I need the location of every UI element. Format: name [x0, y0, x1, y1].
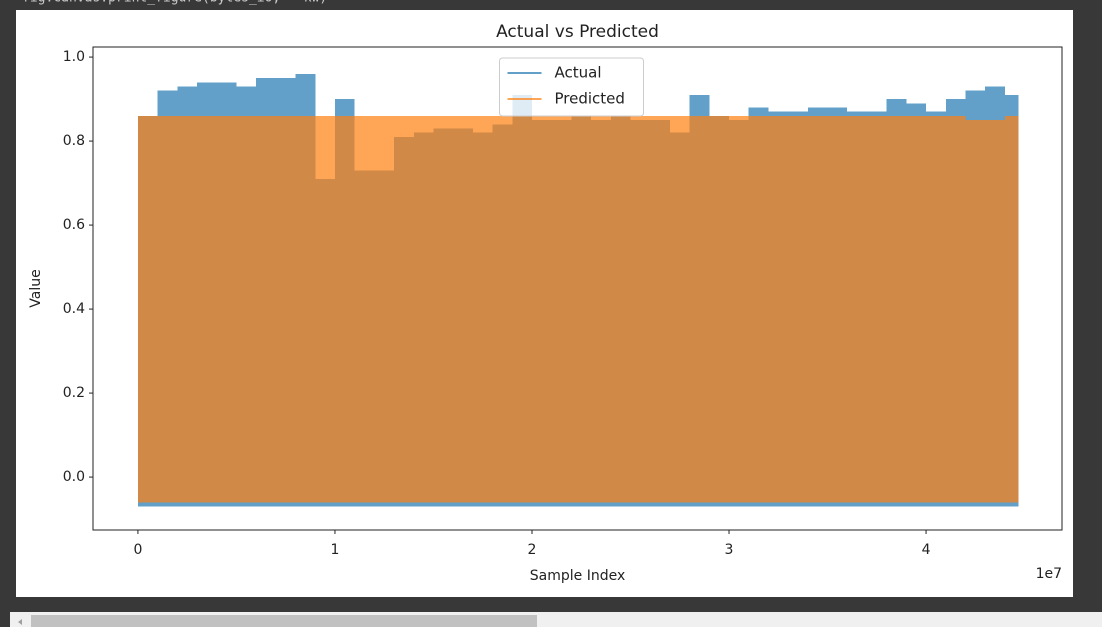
band-segment [807, 115, 828, 503]
band-segment [630, 115, 651, 503]
y-tick-label: 0.8 [63, 133, 85, 149]
x-tick-label: 4 [922, 542, 931, 558]
legend-label: Predicted [555, 90, 625, 108]
y-tick-label: 1.0 [63, 49, 85, 65]
x-tick-label: 2 [528, 542, 537, 558]
band-segment [847, 115, 867, 503]
band-segment [433, 115, 454, 503]
plot: 0.0 0.2 0.4 0.6 0.8 1.0 0 1 2 3 4 Actual vs Predict… [28, 22, 1063, 584]
band-segment [827, 115, 848, 503]
band-segment [965, 120, 986, 503]
band-segment [689, 115, 710, 503]
band-segment [334, 115, 355, 503]
band-segment [571, 115, 592, 503]
y-tick-label: 0.0 [63, 469, 85, 485]
band-segment [768, 115, 789, 503]
band-segment [236, 115, 257, 503]
band-segment [472, 115, 493, 503]
band-segment [1004, 115, 1019, 503]
band-segment [591, 115, 611, 503]
band-segment [866, 115, 887, 503]
x-offset-label: 1e7 [1036, 566, 1062, 582]
band-segment [394, 115, 414, 503]
band-segment [492, 115, 513, 503]
chart-title: Actual vs Predicted [496, 22, 659, 42]
band-segment [453, 115, 473, 503]
band-segment [709, 115, 730, 503]
band-segment [886, 115, 907, 503]
band-segment [531, 115, 552, 503]
band-segment [413, 115, 434, 503]
scroll-left-arrow[interactable] [18, 619, 22, 625]
band-segment [610, 115, 631, 503]
scrollbar-thumb[interactable] [31, 615, 537, 627]
band-segment [906, 115, 927, 503]
x-tick-label: 1 [330, 542, 339, 558]
band-segment [157, 115, 178, 503]
band-segment [275, 115, 296, 503]
band-segment [512, 115, 532, 503]
band-segment [315, 115, 335, 503]
y-tick-label: 0.2 [63, 385, 85, 401]
band-segment [748, 115, 769, 503]
band-segment [137, 115, 158, 503]
band-segment [650, 115, 670, 503]
band-segment [216, 115, 237, 503]
x-tick-label: 3 [725, 542, 734, 558]
band-segment [985, 120, 1005, 503]
band-segment [295, 115, 316, 503]
band-segment [551, 115, 572, 503]
y-tick-label: 0.6 [63, 217, 85, 233]
y-tick-label: 0.4 [63, 301, 85, 317]
x-axis-label: Sample Index [530, 568, 625, 584]
axes-frame [92, 46, 1063, 531]
band-segment [669, 115, 690, 503]
y-axis-label: Value [28, 269, 44, 307]
legend-label: Actual [555, 64, 602, 82]
band-segment [729, 115, 749, 503]
band-segment [256, 115, 276, 503]
band-segment [197, 115, 217, 503]
x-tick-label: 0 [133, 542, 142, 558]
band-segment [945, 115, 966, 503]
band-segment [788, 115, 808, 503]
band-segment [354, 115, 375, 503]
band-segment [926, 115, 946, 503]
band-segment [374, 115, 395, 503]
console-text: fig.canvas.print_figure(bytes_io, **kw) [22, 0, 327, 6]
band-segment [177, 115, 198, 503]
